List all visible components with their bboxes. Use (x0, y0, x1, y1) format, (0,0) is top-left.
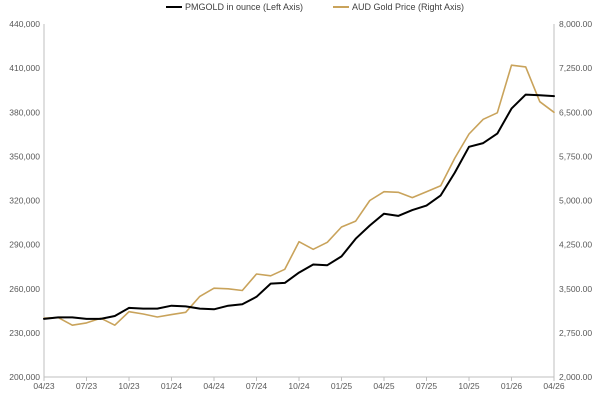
y-left-tick-label: 260,000 (9, 284, 40, 294)
x-tick-label: 04/24 (203, 381, 225, 391)
x-tick-label: 01/25 (331, 381, 353, 391)
y-left-tick-label: 200,000 (9, 372, 40, 382)
x-axis-ticks: 04/23 07/23 10/23 01/24 04/24 07/24 10/24 01/25… (33, 377, 565, 391)
legend-label-pmgold: PMGOLD in ounce (Left Axis) (185, 2, 303, 12)
series-line-pmgold (43, 93, 555, 320)
y-right-tick-label: 7,250.00 (559, 63, 592, 73)
y-left-tick-label: 380,000 (9, 107, 40, 117)
y-left-tick-label: 290,000 (9, 240, 40, 250)
right-axis-ticks: 2,000.00 2,750.00 3,500.00 4,250.00 5,000.00… (559, 19, 592, 382)
y-right-tick-label: 2,750.00 (559, 328, 592, 338)
x-tick-label: 10/23 (118, 381, 140, 391)
left-axis-ticks: 200,000 230,000 260,000 290,000 320,000 350,0… (9, 19, 40, 382)
y-right-tick-label: 4,250.00 (559, 240, 592, 250)
y-right-tick-label: 2,000.00 (559, 372, 592, 382)
y-right-tick-label: 3,500.00 (559, 284, 592, 294)
x-tick-label: 04/23 (33, 381, 55, 391)
x-tick-label: 10/24 (288, 381, 310, 391)
x-tick-label: 01/26 (501, 381, 523, 391)
legend-label-aud-gold: AUD Gold Price (Right Axis) (352, 2, 464, 12)
legend: PMGOLD in ounce (Left Axis) AUD Gold Pri… (166, 2, 464, 12)
x-tick-label: 04/26 (543, 381, 565, 391)
series-layer (43, 64, 555, 327)
y-left-tick-label: 320,000 (9, 196, 40, 206)
y-right-tick-label: 5,750.00 (559, 151, 592, 161)
x-tick-label: 07/23 (76, 381, 98, 391)
y-right-tick-label: 5,000.00 (559, 196, 592, 206)
x-tick-label: 07/24 (246, 381, 268, 391)
y-left-tick-label: 230,000 (9, 328, 40, 338)
x-tick-label: 07/25 (416, 381, 438, 391)
y-right-tick-label: 6,500.00 (559, 107, 592, 117)
x-tick-label: 10/25 (458, 381, 480, 391)
x-tick-label: 04/25 (373, 381, 395, 391)
x-tick-label: 01/24 (161, 381, 183, 391)
y-left-tick-label: 350,000 (9, 151, 40, 161)
series-line-aud-gold (43, 64, 555, 327)
y-left-tick-label: 410,000 (9, 63, 40, 73)
y-left-tick-label: 440,000 (9, 19, 40, 29)
y-right-tick-label: 8,000.00 (559, 19, 592, 29)
